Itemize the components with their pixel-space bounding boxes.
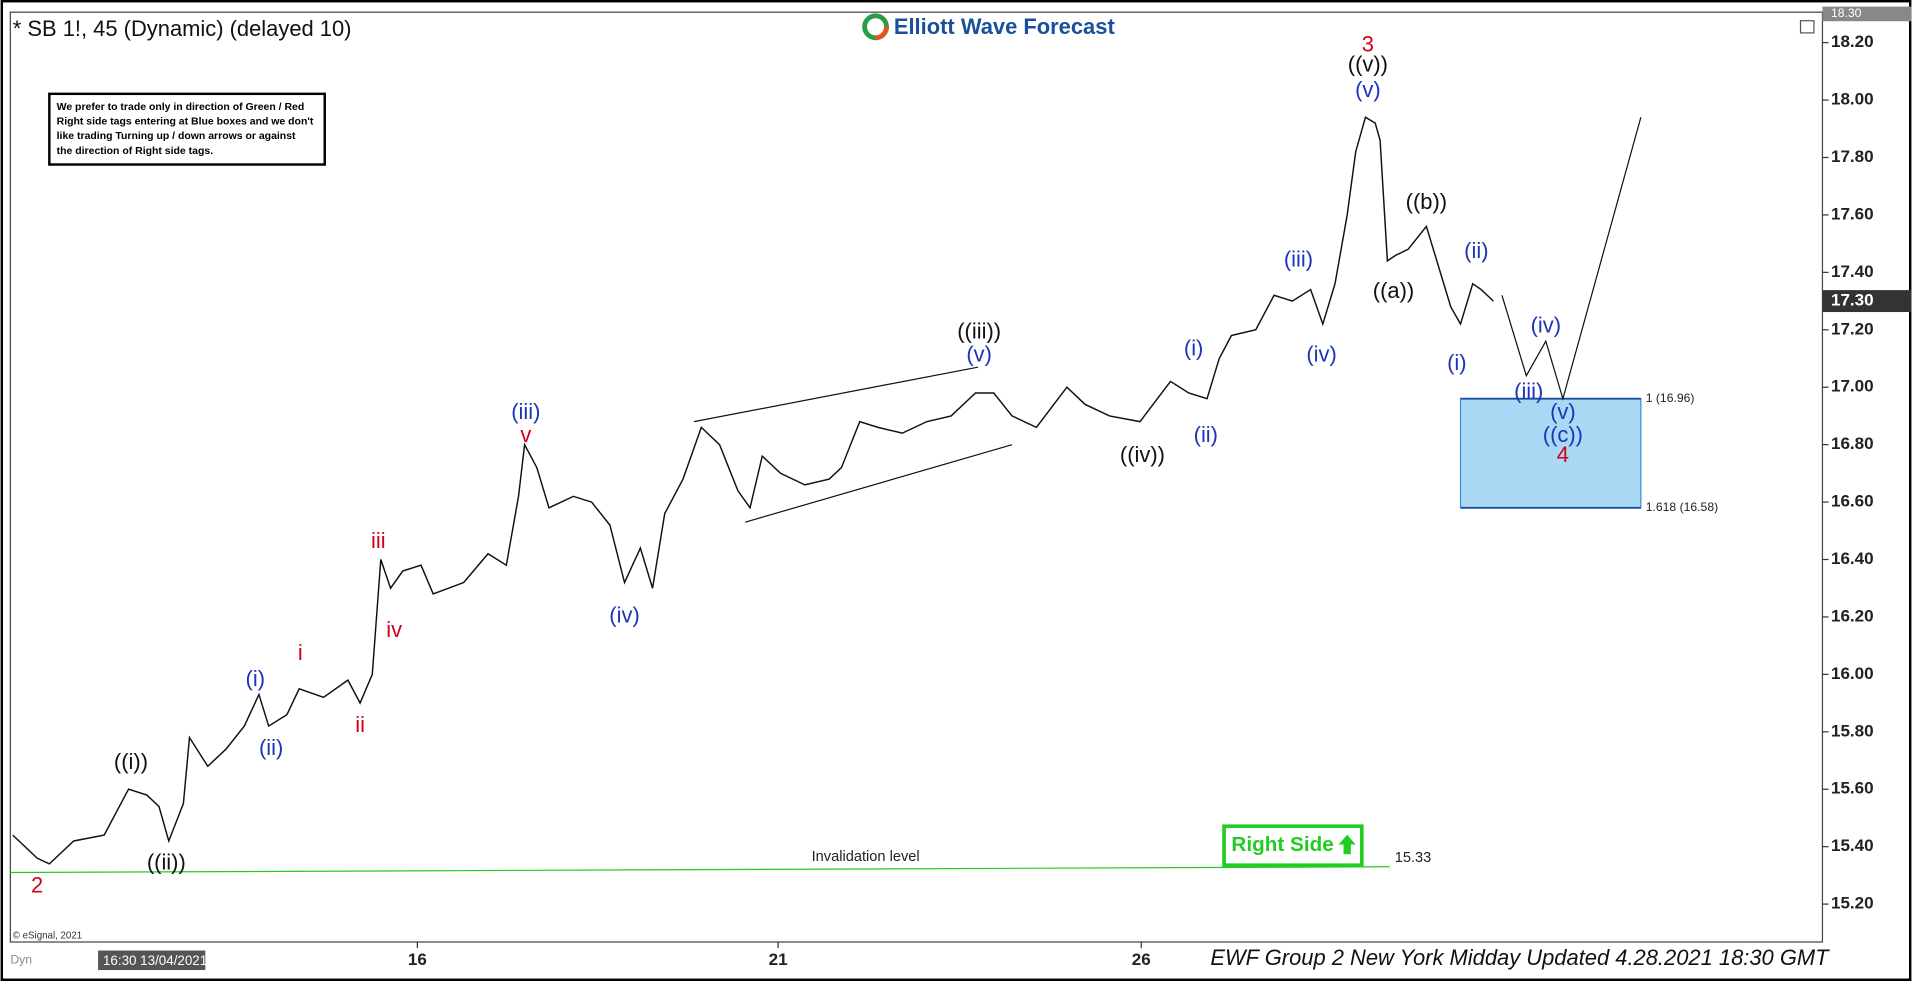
wave-label: (iv) bbox=[1531, 313, 1561, 338]
plot-frame bbox=[9, 11, 1824, 943]
top-price-tag bbox=[1822, 6, 1912, 22]
mode-label: Dyn bbox=[10, 953, 32, 967]
start-date: 16:30 13/04/2021 bbox=[103, 953, 207, 968]
invalidation-value: 15.33 bbox=[1395, 850, 1432, 866]
target-box bbox=[1459, 398, 1642, 509]
brand: Elliott Wave Forecast bbox=[894, 14, 1116, 39]
wave-label: (v) bbox=[1550, 399, 1576, 424]
wave-label: (iii) bbox=[511, 399, 540, 424]
target-level-label: 1.618 (16.58) bbox=[1646, 500, 1718, 514]
wave-label: (v) bbox=[966, 341, 992, 366]
wave-label: (ii) bbox=[1464, 238, 1488, 263]
wave-label: iv bbox=[386, 617, 402, 642]
start-date-box bbox=[98, 950, 206, 971]
wave-label: (ii) bbox=[1194, 422, 1218, 447]
invalidation-line bbox=[10, 866, 1390, 874]
top-price-label: 18.30 bbox=[1831, 6, 1862, 20]
footer: EWF Group 2 New York Midday Updated 4.28… bbox=[1210, 945, 1830, 970]
up-arrow bbox=[1338, 834, 1356, 855]
y-tick-label: 18.00 bbox=[1831, 90, 1874, 109]
y-tick-label: 18.20 bbox=[1831, 32, 1874, 51]
wave-label: 3 bbox=[1362, 31, 1374, 56]
y-tick-label: 16.40 bbox=[1831, 549, 1874, 568]
wave-label: ((v)) bbox=[1348, 51, 1388, 76]
note: We prefer to trade only in direction of … bbox=[57, 102, 314, 157]
y-tick-label: 17.60 bbox=[1831, 204, 1874, 223]
wave-label: 2 bbox=[31, 873, 43, 898]
trendline bbox=[693, 366, 979, 423]
wave-label: ((a)) bbox=[1373, 278, 1414, 303]
y-tick-label: 15.40 bbox=[1831, 836, 1874, 855]
wave-label: (iii) bbox=[1284, 247, 1313, 272]
wave-label: (v) bbox=[1355, 77, 1381, 102]
right-side-box bbox=[1222, 824, 1364, 868]
x-tick-label: 26 bbox=[1132, 950, 1151, 969]
wave-label: 4 bbox=[1557, 442, 1569, 467]
y-tick-label: 16.00 bbox=[1831, 664, 1874, 683]
y-tick-label: 16.80 bbox=[1831, 434, 1874, 453]
wave-label: ((c)) bbox=[1543, 422, 1583, 447]
y-tick-label: 17.80 bbox=[1831, 147, 1874, 166]
wave-label: ((iii)) bbox=[957, 318, 1001, 343]
y-tick-label: 17.20 bbox=[1831, 319, 1874, 338]
price-line bbox=[12, 116, 1494, 865]
right-side-text: Right Side bbox=[1231, 833, 1333, 856]
wave-label: (i) bbox=[1447, 350, 1466, 375]
note-line: the direction of Right side tags. bbox=[57, 146, 214, 157]
y-tick-label: 17.40 bbox=[1831, 262, 1874, 281]
y-tick-label: 16.20 bbox=[1831, 606, 1874, 625]
chart-title: * SB 1!, 45 (Dynamic) (delayed 10) bbox=[13, 16, 352, 41]
wave-label: iii bbox=[371, 528, 386, 553]
right-side-tag: Right Side bbox=[1222, 824, 1364, 868]
logo-icon bbox=[862, 13, 889, 41]
last-price-tag bbox=[1822, 290, 1912, 313]
wave-label: ((i)) bbox=[114, 749, 148, 774]
wave-label: (i) bbox=[1184, 336, 1203, 361]
wave-label: (i) bbox=[246, 666, 265, 691]
wave-label: (iv) bbox=[1306, 341, 1336, 366]
note-line: Right side tags entering at Blue boxes a… bbox=[57, 117, 314, 128]
invalidation-label: Invalidation level bbox=[812, 849, 920, 865]
note-line: We prefer to trade only in direction of … bbox=[57, 102, 305, 113]
trendline bbox=[745, 444, 1013, 523]
wave-label: ((ii)) bbox=[147, 850, 186, 875]
wave-label: ii bbox=[355, 712, 365, 737]
y-tick-label: 15.20 bbox=[1831, 894, 1874, 913]
wave-label: (iii) bbox=[1514, 379, 1543, 404]
wave-label: v bbox=[520, 422, 531, 447]
y-tick-label: 15.60 bbox=[1831, 779, 1874, 798]
wave-label: ((iv)) bbox=[1120, 442, 1165, 467]
note-box bbox=[48, 92, 326, 166]
y-tick-label: 16.60 bbox=[1831, 492, 1874, 511]
logo: Elliott Wave Forecast bbox=[862, 13, 1116, 41]
y-tick-label: 15.80 bbox=[1831, 721, 1874, 740]
projection-line bbox=[1501, 117, 1642, 401]
y-tick-label: 17.00 bbox=[1831, 377, 1874, 396]
window-icon bbox=[1799, 20, 1815, 34]
wave-label: i bbox=[298, 640, 303, 665]
x-tick-label: 16 bbox=[408, 950, 427, 969]
copyright: © eSignal, 2021 bbox=[13, 930, 82, 941]
wave-label: (ii) bbox=[259, 735, 283, 760]
target-level-label: 1 (16.96) bbox=[1646, 391, 1695, 405]
wave-label: (iv) bbox=[609, 603, 639, 628]
note-line: like trading Turning up / down arrows or… bbox=[57, 131, 296, 142]
last-price-label: 17.30 bbox=[1831, 291, 1874, 310]
wave-label: ((b)) bbox=[1406, 189, 1447, 214]
x-tick-label: 21 bbox=[769, 950, 788, 969]
